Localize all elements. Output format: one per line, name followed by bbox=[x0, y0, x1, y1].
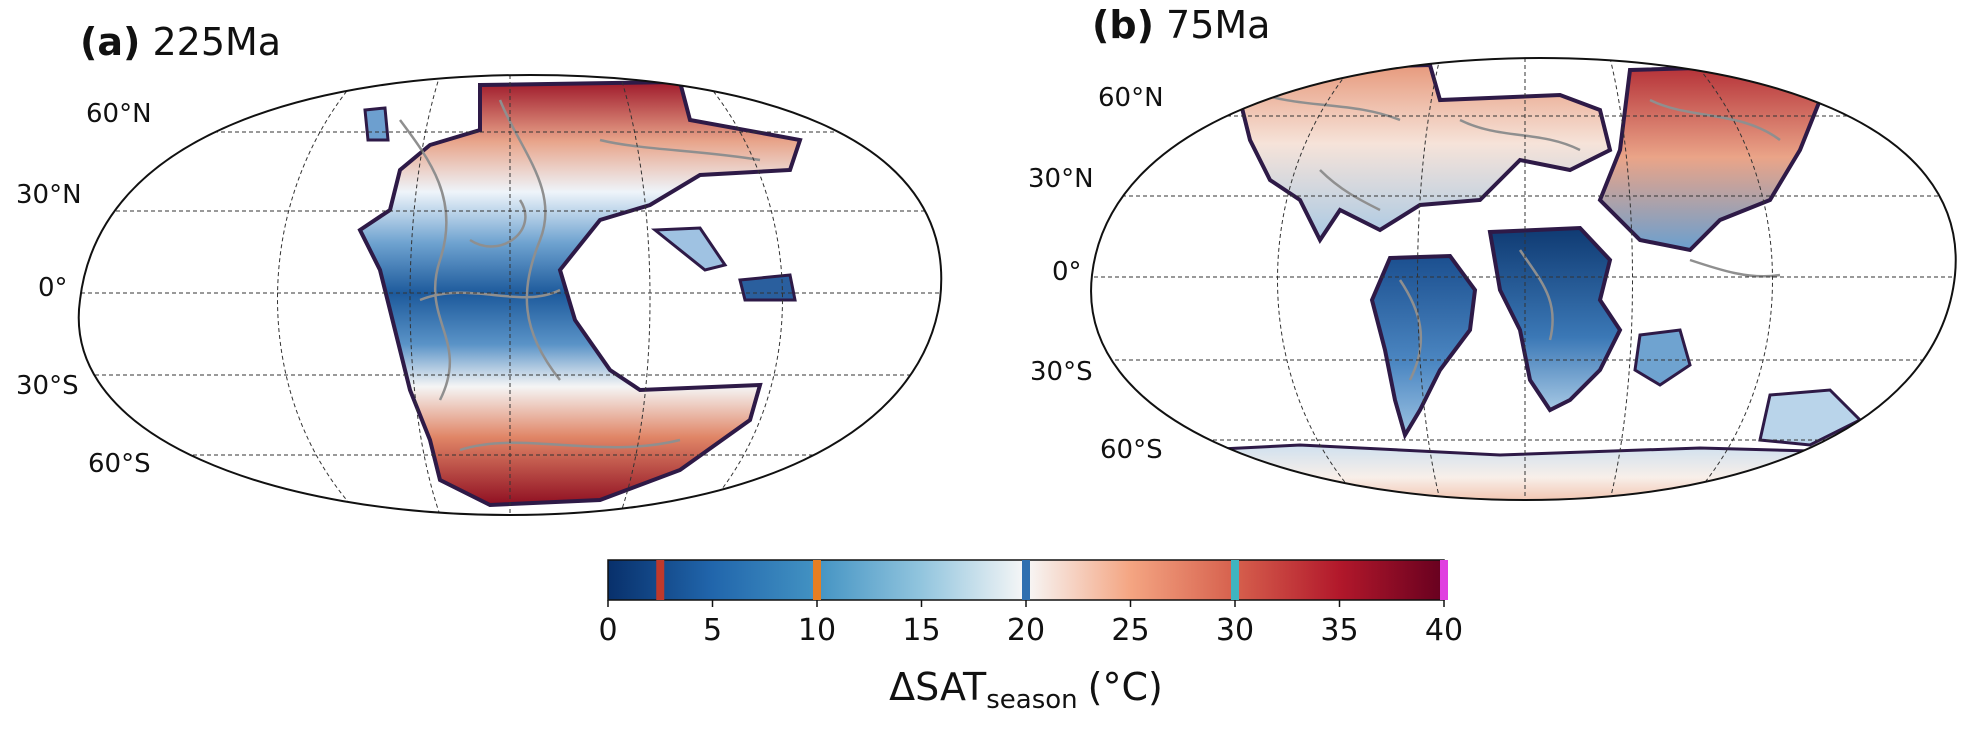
colorbar-label-sub: season bbox=[986, 685, 1077, 715]
ridge-east-a bbox=[650, 226, 728, 272]
panel-a-age: 225Ma bbox=[152, 20, 281, 64]
panel-b-age: 75Ma bbox=[1166, 3, 1270, 47]
island-north-a bbox=[363, 106, 390, 142]
colorbar-marker-1 bbox=[813, 560, 821, 600]
colorbar: 0 5 10 15 20 25 30 35 40 ΔSATseason (°C) bbox=[598, 559, 1463, 715]
panel-b-lat-60s: 60°S bbox=[1100, 435, 1163, 465]
colorbar-tick-label: 0 bbox=[598, 613, 617, 648]
colorbar-markers bbox=[656, 560, 1448, 600]
panel-a-lat-30n: 30°N bbox=[16, 180, 82, 210]
panel-a-map bbox=[78, 75, 942, 515]
colorbar-label-main: ΔSAT bbox=[889, 665, 987, 709]
panel-a-lat-30s: 30°S bbox=[16, 371, 79, 401]
strip-northwest-a bbox=[280, 81, 322, 95]
coastline-a bbox=[398, 99, 761, 452]
panel-b-lat-60n: 60°N bbox=[1098, 83, 1164, 113]
colorbar-tick-label: 40 bbox=[1425, 613, 1463, 648]
panel-b-letter: (b) bbox=[1092, 3, 1154, 47]
asia-landmass bbox=[1597, 62, 1823, 253]
panel-a-letter: (a) bbox=[80, 20, 140, 64]
island-east-a bbox=[738, 273, 797, 302]
panel-a: (a) 225Ma 60 bbox=[16, 20, 943, 517]
north-america-landmass bbox=[1238, 62, 1613, 244]
colorbar-marker-0 bbox=[656, 560, 665, 600]
colorbar-marker-4 bbox=[1440, 560, 1448, 600]
colorbar-tick-label: 20 bbox=[1007, 613, 1045, 648]
australia-landmass bbox=[1758, 388, 1863, 447]
colorbar-marker-3 bbox=[1231, 560, 1239, 600]
panel-b-title: (b) 75Ma bbox=[1092, 3, 1270, 47]
africa-landmass bbox=[1487, 225, 1623, 413]
panel-b: (b) 75Ma 60°N 3 bbox=[1028, 3, 1957, 502]
panel-a-lat-60n: 60°N bbox=[86, 99, 152, 129]
colorbar-ticks: 0 5 10 15 20 25 30 35 40 bbox=[598, 600, 1463, 648]
graticule-a bbox=[78, 75, 942, 515]
colorbar-tick-label: 10 bbox=[798, 613, 836, 648]
colorbar-tick-label: 30 bbox=[1216, 613, 1254, 648]
colorbar-tick-label: 5 bbox=[703, 613, 722, 648]
india-landmass bbox=[1633, 328, 1692, 387]
colorbar-marker-2 bbox=[1022, 560, 1030, 600]
panel-a-lat-0: 0° bbox=[38, 273, 68, 303]
pangea-landmass bbox=[357, 79, 803, 508]
colorbar-label-unit: (°C) bbox=[1088, 665, 1163, 709]
colorbar-tick-label: 35 bbox=[1320, 613, 1358, 648]
panel-b-map-border bbox=[1090, 56, 1957, 502]
panel-b-lat-30s: 30°S bbox=[1030, 357, 1093, 387]
south-america-landmass bbox=[1369, 253, 1478, 440]
panel-b-lat-0: 0° bbox=[1052, 257, 1082, 287]
panel-a-map-border bbox=[77, 73, 943, 517]
colorbar-tick-label: 15 bbox=[902, 613, 940, 648]
panel-b-lat-30n: 30°N bbox=[1028, 164, 1094, 194]
colorbar-tick-label: 25 bbox=[1111, 613, 1149, 648]
colorbar-label: ΔSATseason (°C) bbox=[889, 665, 1163, 715]
panel-a-title: (a) 225Ma bbox=[80, 20, 281, 64]
panel-a-lat-60s: 60°S bbox=[88, 449, 151, 479]
